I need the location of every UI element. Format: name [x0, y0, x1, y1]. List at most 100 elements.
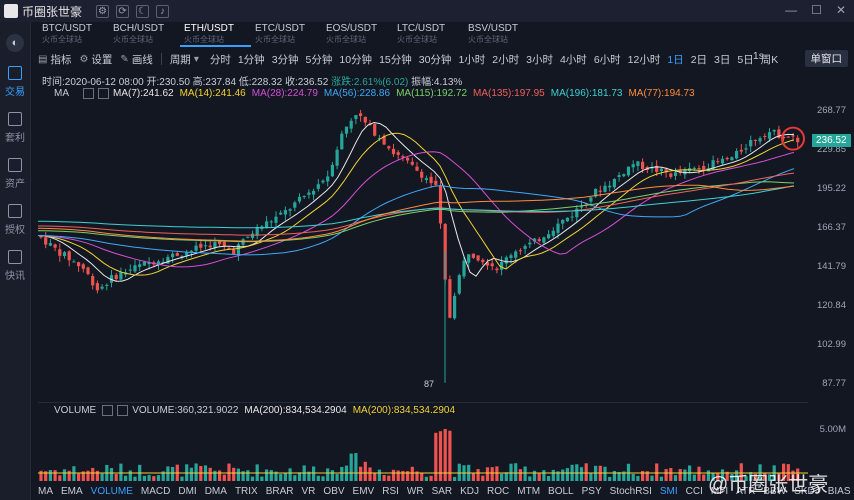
ohlc-change: 涨跌:2.61%(6.02)	[331, 77, 409, 88]
minimize-icon[interactable]: —	[785, 3, 798, 17]
period-option[interactable]: 4小时	[559, 53, 587, 66]
indicator-tab[interactable]: VOLUME	[90, 485, 133, 497]
chevron-down-icon: ▾	[193, 53, 199, 65]
period-option[interactable]: 3分钟	[271, 53, 299, 66]
volume-bar	[340, 466, 344, 481]
tab-pair: EOS/USDT	[326, 23, 378, 34]
candle-body	[203, 245, 208, 247]
candlestick-chart[interactable]	[38, 84, 808, 398]
tab-eos[interactable]: EOS/USDT 火币全球站	[322, 23, 393, 47]
indicator-tab[interactable]: KDJ	[460, 485, 480, 497]
indicator-tab[interactable]: CCI	[685, 485, 703, 497]
period-option[interactable]: 1日	[667, 53, 684, 66]
volume-chart[interactable]	[38, 402, 808, 481]
draw-button[interactable]: ✎ 画线	[120, 52, 152, 67]
sidebar-item-arbitrage[interactable]: 套利	[0, 112, 30, 144]
tab-exchange: 火币全球站	[42, 35, 82, 44]
indicator-tab[interactable]: WR	[406, 485, 424, 497]
volume-close-icon[interactable]	[117, 405, 129, 416]
indicator-tab[interactable]: MACD	[140, 485, 171, 497]
indicator-tab[interactable]: PSY	[581, 485, 602, 497]
sidebar-item-news[interactable]: 快讯	[0, 250, 30, 282]
indicator-tab[interactable]: ATR	[736, 485, 756, 497]
bell-icon[interactable]: ♪	[156, 4, 170, 18]
refresh-interval[interactable]: 1s	[752, 50, 764, 62]
indicator-tab[interactable]: MTM	[517, 485, 541, 497]
indicator-tab[interactable]: BOLL	[548, 485, 574, 497]
indicator-tab[interactable]: MA	[38, 485, 53, 497]
indicator-tab[interactable]: BIAS	[827, 485, 851, 497]
indicator-tab[interactable]: BBW	[763, 485, 787, 497]
volume-bar	[415, 471, 419, 481]
ma-settings-icon[interactable]	[83, 88, 94, 99]
period-option[interactable]: 30分钟	[418, 53, 452, 66]
period-option[interactable]: 分时	[209, 53, 231, 66]
maximize-icon[interactable]: ☐	[811, 3, 822, 17]
watermark: @币圈张世豪	[708, 474, 829, 496]
moon-icon[interactable]: ☾	[136, 4, 150, 18]
volume-bar	[528, 476, 532, 481]
period-option[interactable]: 1小时	[458, 53, 486, 66]
indicator-tab[interactable]: MFI	[710, 485, 729, 497]
indicator-tab[interactable]: SAR	[431, 485, 453, 497]
period-option[interactable]: 5分钟	[305, 53, 333, 66]
indicator-tab[interactable]: TRIX	[234, 485, 258, 497]
volume-bar	[669, 468, 673, 481]
period-option[interactable]: 2日	[690, 53, 708, 66]
tab-bsv[interactable]: BSV/USDT 火币全球站	[464, 23, 535, 47]
volume-bar	[711, 472, 715, 481]
tab-btc[interactable]: BTC/USDT 火币全球站	[38, 23, 109, 47]
volume-bar	[171, 466, 175, 481]
tab-bch[interactable]: BCH/USDT 火币全球站	[109, 23, 180, 47]
period-option[interactable]: 周K	[760, 53, 779, 66]
indicator-button[interactable]: ▤ 指标	[38, 52, 71, 67]
indicator-tab[interactable]: DMI	[178, 485, 197, 497]
volume-settings-icon[interactable]	[102, 405, 114, 416]
volume-bar	[730, 474, 734, 481]
indicator-tab[interactable]: SMI	[659, 485, 678, 497]
volume-bar	[561, 469, 565, 481]
candle-body	[434, 180, 438, 185]
tab-eth[interactable]: ETH/USDT 火币全球站	[180, 23, 251, 47]
tab-etc[interactable]: ETC/USDT 火币全球站	[251, 23, 322, 47]
period-option[interactable]: 10分钟	[339, 53, 373, 66]
close-icon[interactable]: ✕	[835, 3, 846, 17]
candle-body	[749, 140, 753, 147]
y-tick: 195.22	[816, 183, 846, 194]
indicator-tab[interactable]: ROC	[487, 485, 510, 497]
volume-bar	[330, 470, 334, 481]
sync-icon[interactable]: ⟳	[116, 4, 130, 18]
indicator-tab[interactable]: EMV	[352, 485, 375, 497]
gear-icon[interactable]: ⚙	[96, 4, 110, 18]
candle-body	[293, 202, 297, 208]
period-option[interactable]: 6小时	[593, 53, 621, 66]
volume-bar	[767, 474, 772, 481]
tab-ltc[interactable]: LTC/USDT 火币全球站	[393, 23, 464, 47]
window-mode-button[interactable]: 单窗口	[804, 50, 848, 67]
sidebar-item-assets[interactable]: 资产	[0, 158, 30, 190]
y-tick: 102.99	[816, 339, 846, 350]
sidebar-item-trade[interactable]: 交易	[0, 66, 30, 98]
indicator-tab[interactable]: StochRSI	[609, 485, 652, 497]
settings-button[interactable]: ⚙ 设置	[79, 52, 112, 67]
volume-bar	[166, 466, 170, 481]
indicator-tab[interactable]: OBV	[323, 485, 345, 497]
indicator-tab[interactable]: SKDJ	[794, 485, 820, 497]
candle-body	[603, 185, 607, 192]
period-option[interactable]: 2小时	[492, 53, 520, 66]
indicator-tab[interactable]: BRAR	[265, 485, 294, 497]
period-option[interactable]: 15分钟	[379, 53, 412, 66]
news-icon	[8, 250, 22, 264]
ma-close-icon[interactable]	[98, 88, 109, 99]
period-option[interactable]: 5日	[737, 53, 754, 66]
indicator-tab[interactable]: VR	[301, 485, 316, 497]
period-option[interactable]: 12小时	[627, 53, 661, 66]
period-option[interactable]: 3日	[714, 53, 731, 66]
sidebar-item-authorize[interactable]: 授权	[0, 204, 30, 236]
period-dropdown[interactable]: 周期 ▾	[170, 52, 202, 67]
indicator-tab[interactable]: EMA	[61, 485, 83, 497]
indicator-tab[interactable]: RSI	[382, 485, 399, 497]
indicator-tab[interactable]: DMA	[204, 485, 227, 497]
period-option[interactable]: 1分钟	[237, 53, 265, 66]
period-option[interactable]: 3小时	[526, 53, 553, 66]
